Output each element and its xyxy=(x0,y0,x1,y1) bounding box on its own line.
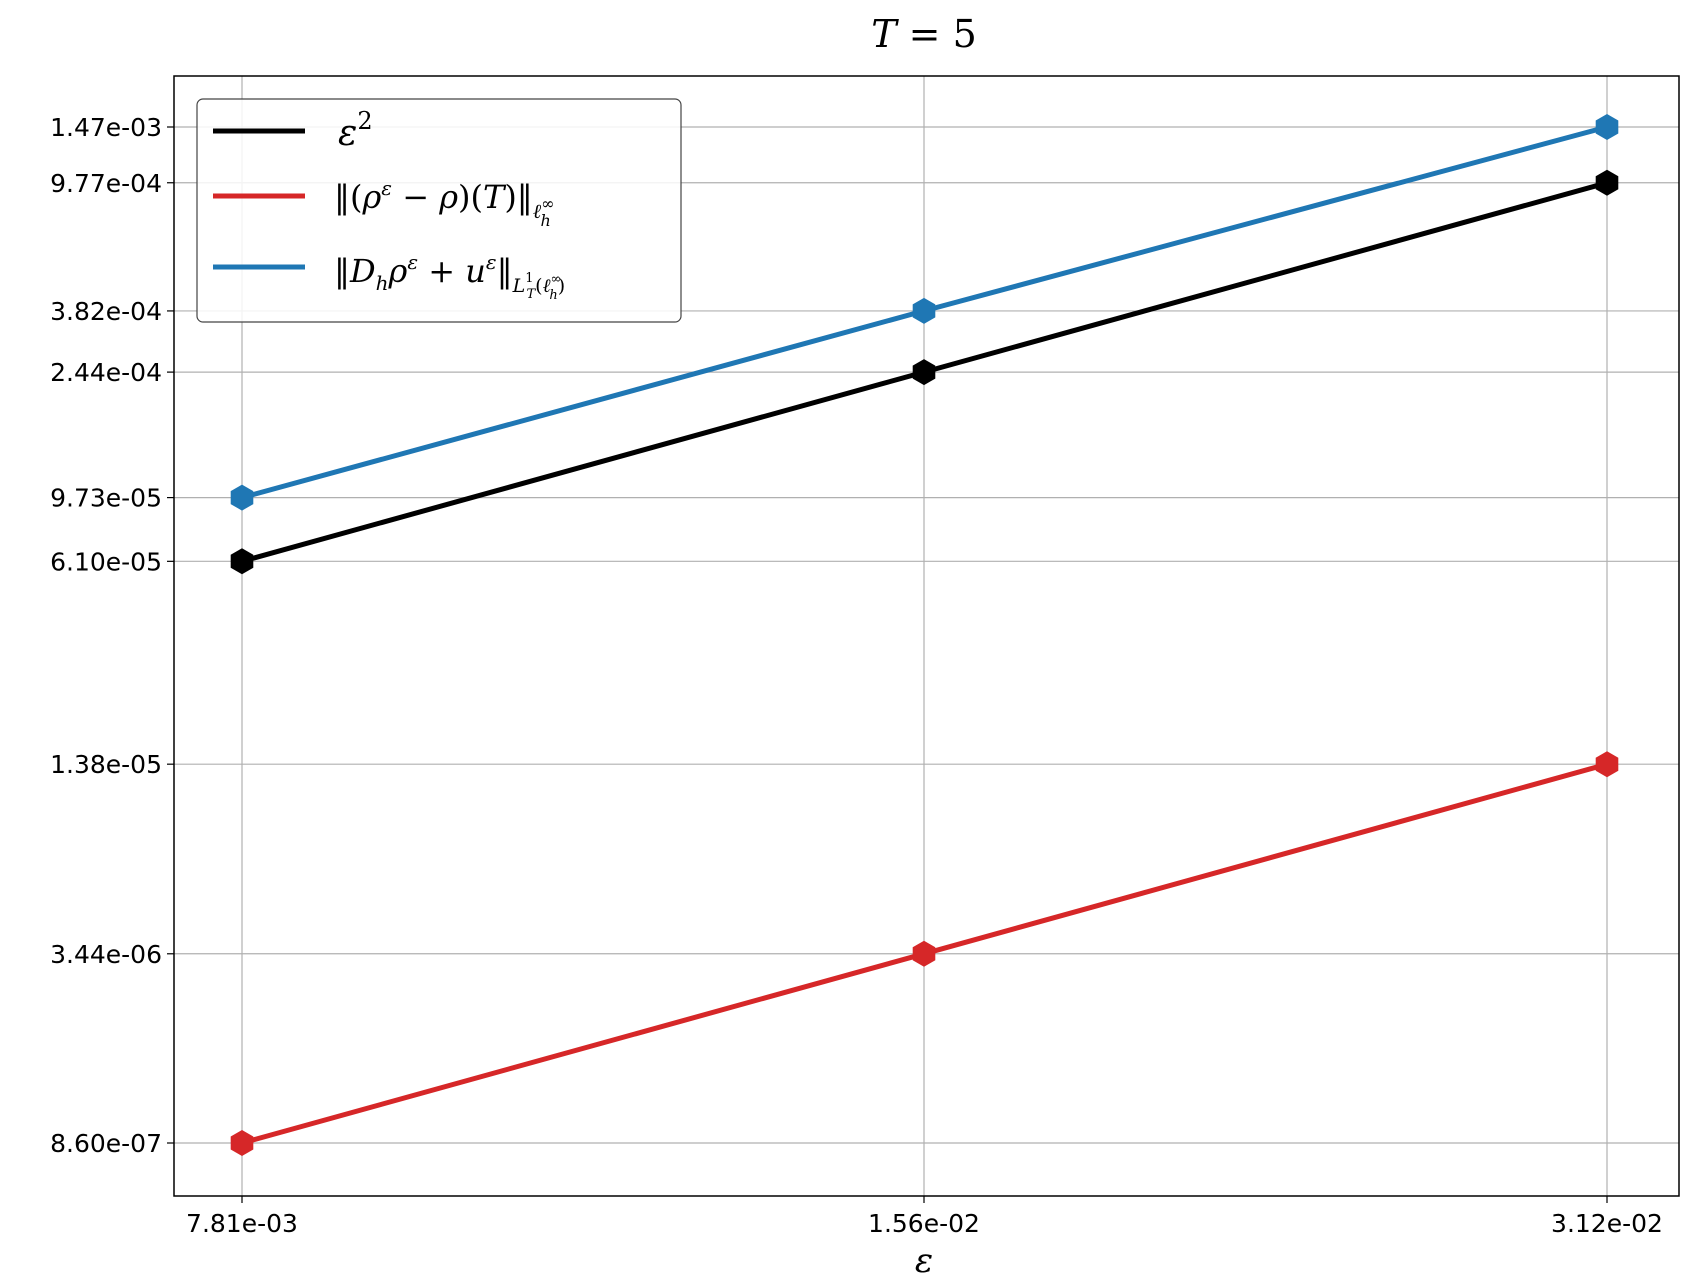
y-tick-label: 2.44e-04 xyxy=(50,358,162,387)
data-point-series-1 xyxy=(230,1130,254,1156)
legend-label-rho-error: ‖(ρε − ρ)(T)‖ℓ∞ h xyxy=(334,176,554,230)
series-layer xyxy=(230,114,1619,1156)
legend-label-dh-error: ‖Dhρε + uε‖L1 T(ℓ∞ h) xyxy=(334,250,565,303)
data-point-series-0 xyxy=(1595,169,1619,196)
legend-box xyxy=(196,98,682,323)
legend-label-eps-squared: ε2 xyxy=(338,107,373,154)
plot-frame xyxy=(173,75,1680,1197)
data-point-series-0 xyxy=(230,548,254,575)
tick-labels: 7.81e-03 1.56e-02 3.12e-02 1.47e-03 9.77e-04… xyxy=(50,113,1663,1238)
y-tick-label: 1.38e-05 xyxy=(50,750,162,779)
x-tick-label: 7.81e-03 xyxy=(186,1209,298,1238)
data-point-series-0 xyxy=(912,359,936,386)
y-tick-label: 6.10e-05 xyxy=(50,547,162,576)
x-tick-label: 3.12e-02 xyxy=(1551,1209,1663,1238)
y-tick-label: 1.47e-03 xyxy=(50,113,162,142)
y-tick-label: 3.82e-04 xyxy=(50,297,162,326)
y-tick-label: 3.44e-06 xyxy=(50,940,162,969)
chart-title: T = 5 xyxy=(871,12,977,56)
y-tick-label: 9.77e-04 xyxy=(50,169,162,198)
y-tick-label: 9.73e-05 xyxy=(50,484,162,513)
x-tick-label: 1.56e-02 xyxy=(868,1209,980,1238)
y-tick-label: 8.60e-07 xyxy=(50,1129,162,1158)
legend: ε2 ‖(ρε − ρ)(T)‖ℓ∞ h ‖Dhρε + uε‖L1 T(ℓ∞ h) xyxy=(196,98,682,323)
data-point-series-2 xyxy=(1595,114,1619,140)
data-point-series-1 xyxy=(1595,751,1619,778)
data-point-series-2 xyxy=(912,297,936,324)
x-axis-label: ε xyxy=(915,1241,933,1281)
data-point-series-1 xyxy=(912,940,936,967)
data-point-series-2 xyxy=(230,484,254,511)
